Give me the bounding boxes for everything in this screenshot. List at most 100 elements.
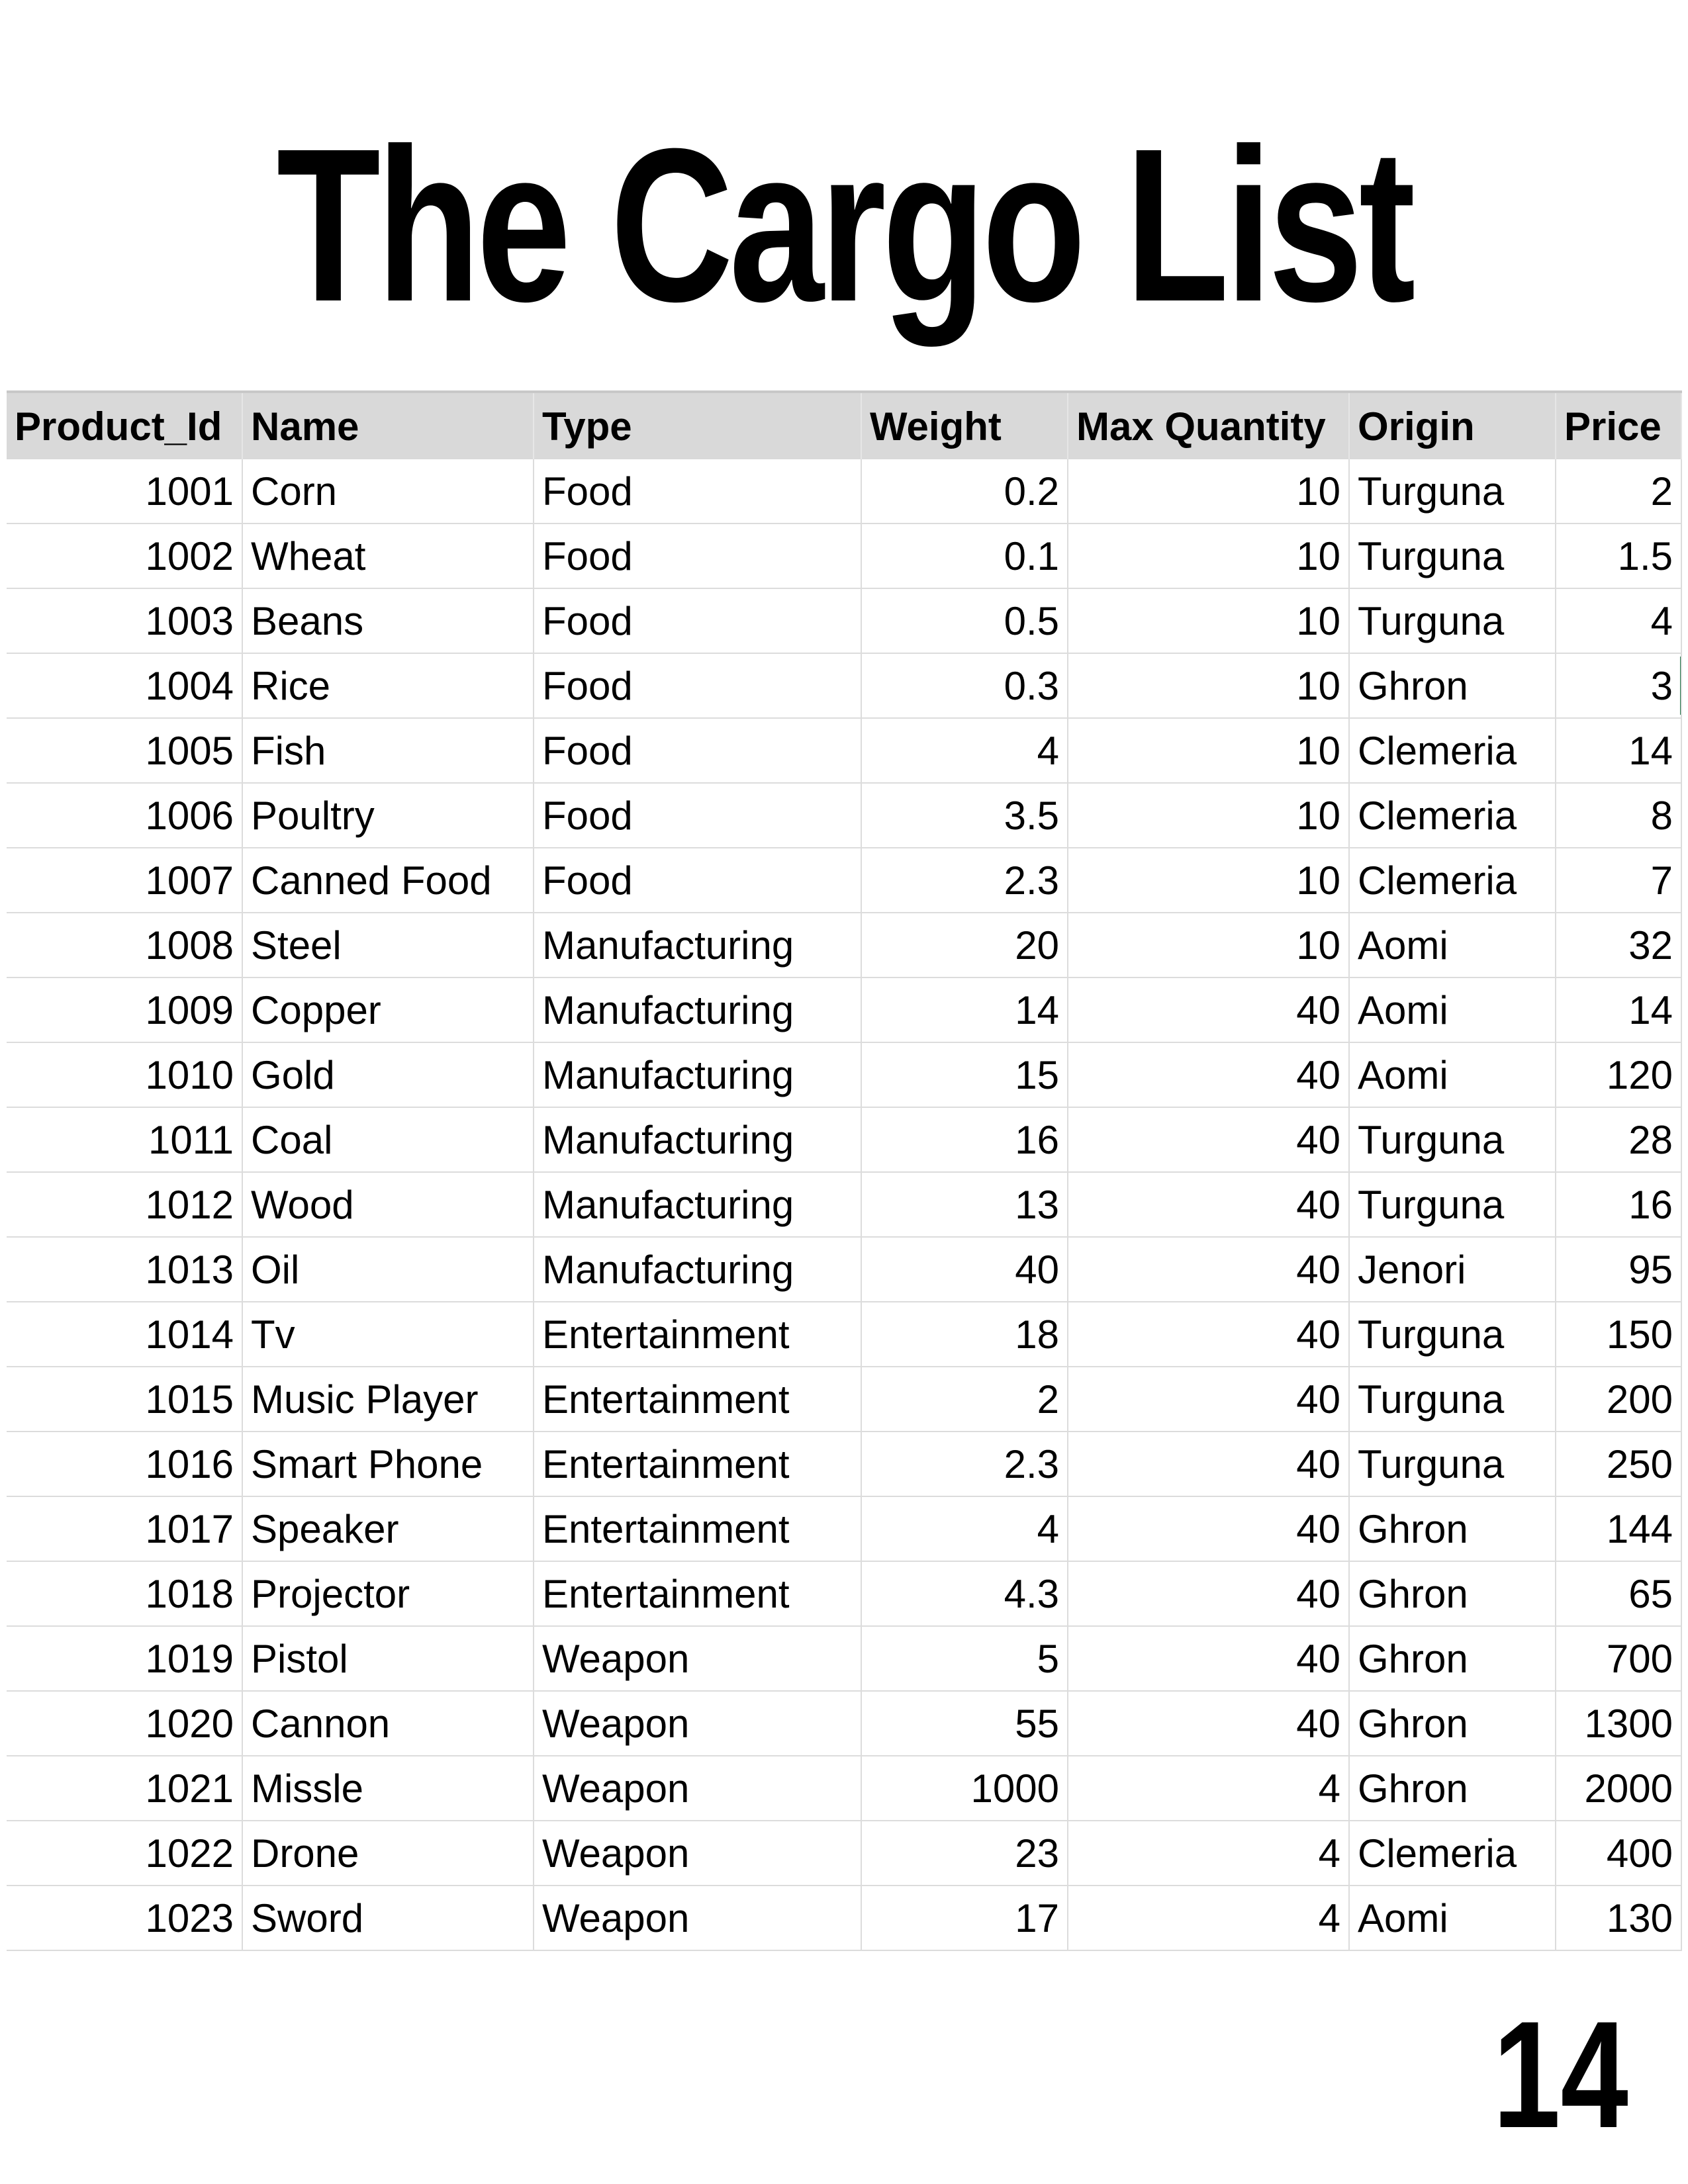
cell-max-quantity[interactable]: 10 bbox=[1068, 459, 1350, 524]
cell-product-id[interactable]: 1011 bbox=[7, 1107, 243, 1173]
cell-price[interactable]: 150 bbox=[1556, 1302, 1682, 1367]
cell-weight[interactable]: 14 bbox=[861, 978, 1068, 1043]
cell-origin[interactable]: Turguna bbox=[1349, 1107, 1556, 1173]
cell-name[interactable]: Corn bbox=[242, 459, 534, 524]
cell-name[interactable]: Beans bbox=[242, 588, 534, 654]
cell-weight[interactable]: 55 bbox=[861, 1691, 1068, 1756]
cell-product-id[interactable]: 1020 bbox=[7, 1691, 243, 1756]
cell-max-quantity[interactable]: 40 bbox=[1068, 1432, 1350, 1497]
cell-origin[interactable]: Turguna bbox=[1349, 1302, 1556, 1367]
cell-name[interactable]: Drone bbox=[242, 1821, 534, 1886]
cell-type[interactable]: Weapon bbox=[534, 1756, 862, 1821]
cell-name[interactable]: Sword bbox=[242, 1886, 534, 1951]
cell-type[interactable]: Manufacturing bbox=[534, 1237, 862, 1302]
cell-type[interactable]: Food bbox=[534, 653, 862, 719]
cell-weight[interactable]: 16 bbox=[861, 1107, 1068, 1173]
cell-origin[interactable]: Clemeria bbox=[1349, 783, 1556, 848]
cell-name[interactable]: Speaker bbox=[242, 1496, 534, 1562]
cell-name[interactable]: Fish bbox=[242, 718, 534, 784]
cell-max-quantity[interactable]: 40 bbox=[1068, 1626, 1350, 1692]
cell-type[interactable]: Food bbox=[534, 783, 862, 848]
cell-name[interactable]: Smart Phone bbox=[242, 1432, 534, 1497]
cell-type[interactable]: Manufacturing bbox=[534, 978, 862, 1043]
cell-origin[interactable]: Ghron bbox=[1349, 1561, 1556, 1627]
cell-origin[interactable]: Jenori bbox=[1349, 1237, 1556, 1302]
header-max-quantity[interactable]: Max Quantity bbox=[1068, 390, 1350, 459]
cell-price[interactable]: 28 bbox=[1556, 1107, 1682, 1173]
cell-weight[interactable]: 23 bbox=[861, 1821, 1068, 1886]
cell-weight[interactable]: 4 bbox=[861, 718, 1068, 784]
cell-origin[interactable]: Ghron bbox=[1349, 1691, 1556, 1756]
cell-type[interactable]: Food bbox=[534, 523, 862, 589]
cell-price[interactable]: 2000 bbox=[1556, 1756, 1682, 1821]
cell-max-quantity[interactable]: 10 bbox=[1068, 523, 1350, 589]
cell-product-id[interactable]: 1017 bbox=[7, 1496, 243, 1562]
cell-weight[interactable]: 4.3 bbox=[861, 1561, 1068, 1627]
cell-type[interactable]: Weapon bbox=[534, 1691, 862, 1756]
cell-product-id[interactable]: 1009 bbox=[7, 978, 243, 1043]
cell-max-quantity[interactable]: 40 bbox=[1068, 1172, 1350, 1238]
cell-origin[interactable]: Aomi bbox=[1349, 978, 1556, 1043]
cell-weight[interactable]: 20 bbox=[861, 913, 1068, 978]
cell-name[interactable]: Wheat bbox=[242, 523, 534, 589]
cell-max-quantity[interactable]: 40 bbox=[1068, 1496, 1350, 1562]
cell-product-id[interactable]: 1018 bbox=[7, 1561, 243, 1627]
cell-type[interactable]: Weapon bbox=[534, 1886, 862, 1951]
cell-max-quantity[interactable]: 10 bbox=[1068, 588, 1350, 654]
cell-weight[interactable]: 3.5 bbox=[861, 783, 1068, 848]
cell-name[interactable]: Oil bbox=[242, 1237, 534, 1302]
cell-price[interactable]: 95 bbox=[1556, 1237, 1682, 1302]
cell-origin[interactable]: Turguna bbox=[1349, 1172, 1556, 1238]
cell-name[interactable]: Tv bbox=[242, 1302, 534, 1367]
cell-origin[interactable]: Aomi bbox=[1349, 913, 1556, 978]
cell-max-quantity[interactable]: 4 bbox=[1068, 1886, 1350, 1951]
cell-product-id[interactable]: 1014 bbox=[7, 1302, 243, 1367]
cell-product-id[interactable]: 1021 bbox=[7, 1756, 243, 1821]
cell-price[interactable]: 14 bbox=[1556, 978, 1682, 1043]
cell-origin[interactable]: Ghron bbox=[1349, 653, 1556, 719]
header-weight[interactable]: Weight bbox=[861, 390, 1068, 459]
cell-product-id[interactable]: 1001 bbox=[7, 459, 243, 524]
cell-type[interactable]: Manufacturing bbox=[534, 1042, 862, 1108]
cell-product-id[interactable]: 1002 bbox=[7, 523, 243, 589]
cell-price[interactable]: 200 bbox=[1556, 1367, 1682, 1432]
cell-price[interactable]: 65 bbox=[1556, 1561, 1682, 1627]
cell-name[interactable]: Music Player bbox=[242, 1367, 534, 1432]
cell-max-quantity[interactable]: 10 bbox=[1068, 848, 1350, 913]
cell-name[interactable]: Cannon bbox=[242, 1691, 534, 1756]
cell-type[interactable]: Food bbox=[534, 848, 862, 913]
cell-origin[interactable]: Turguna bbox=[1349, 1367, 1556, 1432]
cell-price[interactable]: 7 bbox=[1556, 848, 1682, 913]
cell-product-id[interactable]: 1008 bbox=[7, 913, 243, 978]
cell-weight[interactable]: 2.3 bbox=[861, 1432, 1068, 1497]
cell-weight[interactable]: 0.2 bbox=[861, 459, 1068, 524]
header-name[interactable]: Name bbox=[242, 390, 534, 459]
cell-weight[interactable]: 0.1 bbox=[861, 523, 1068, 589]
cell-origin[interactable]: Clemeria bbox=[1349, 1821, 1556, 1886]
cell-price[interactable]: 700 bbox=[1556, 1626, 1682, 1692]
cell-weight[interactable]: 15 bbox=[861, 1042, 1068, 1108]
cell-price[interactable]: 1.5 bbox=[1556, 523, 1682, 589]
cell-product-id[interactable]: 1007 bbox=[7, 848, 243, 913]
cell-name[interactable]: Canned Food bbox=[242, 848, 534, 913]
cell-weight[interactable]: 4 bbox=[861, 1496, 1068, 1562]
header-price[interactable]: Price bbox=[1556, 390, 1682, 459]
cell-max-quantity[interactable]: 40 bbox=[1068, 1237, 1350, 1302]
cell-type[interactable]: Weapon bbox=[534, 1626, 862, 1692]
cell-type[interactable]: Manufacturing bbox=[534, 913, 862, 978]
cell-origin[interactable]: Aomi bbox=[1349, 1886, 1556, 1951]
cell-price[interactable]: 250 bbox=[1556, 1432, 1682, 1497]
cell-weight[interactable]: 0.3 bbox=[861, 653, 1068, 719]
cell-name[interactable]: Poultry bbox=[242, 783, 534, 848]
cell-origin[interactable]: Clemeria bbox=[1349, 848, 1556, 913]
cell-max-quantity[interactable]: 40 bbox=[1068, 1691, 1350, 1756]
cell-name[interactable]: Pistol bbox=[242, 1626, 534, 1692]
cell-max-quantity[interactable]: 10 bbox=[1068, 783, 1350, 848]
cell-origin[interactable]: Turguna bbox=[1349, 1432, 1556, 1497]
cell-origin[interactable]: Clemeria bbox=[1349, 718, 1556, 784]
cell-product-id[interactable]: 1016 bbox=[7, 1432, 243, 1497]
cell-price[interactable]: 120 bbox=[1556, 1042, 1682, 1108]
cell-price[interactable]: 4 bbox=[1556, 588, 1682, 654]
cell-type[interactable]: Entertainment bbox=[534, 1302, 862, 1367]
cell-type[interactable]: Entertainment bbox=[534, 1561, 862, 1627]
